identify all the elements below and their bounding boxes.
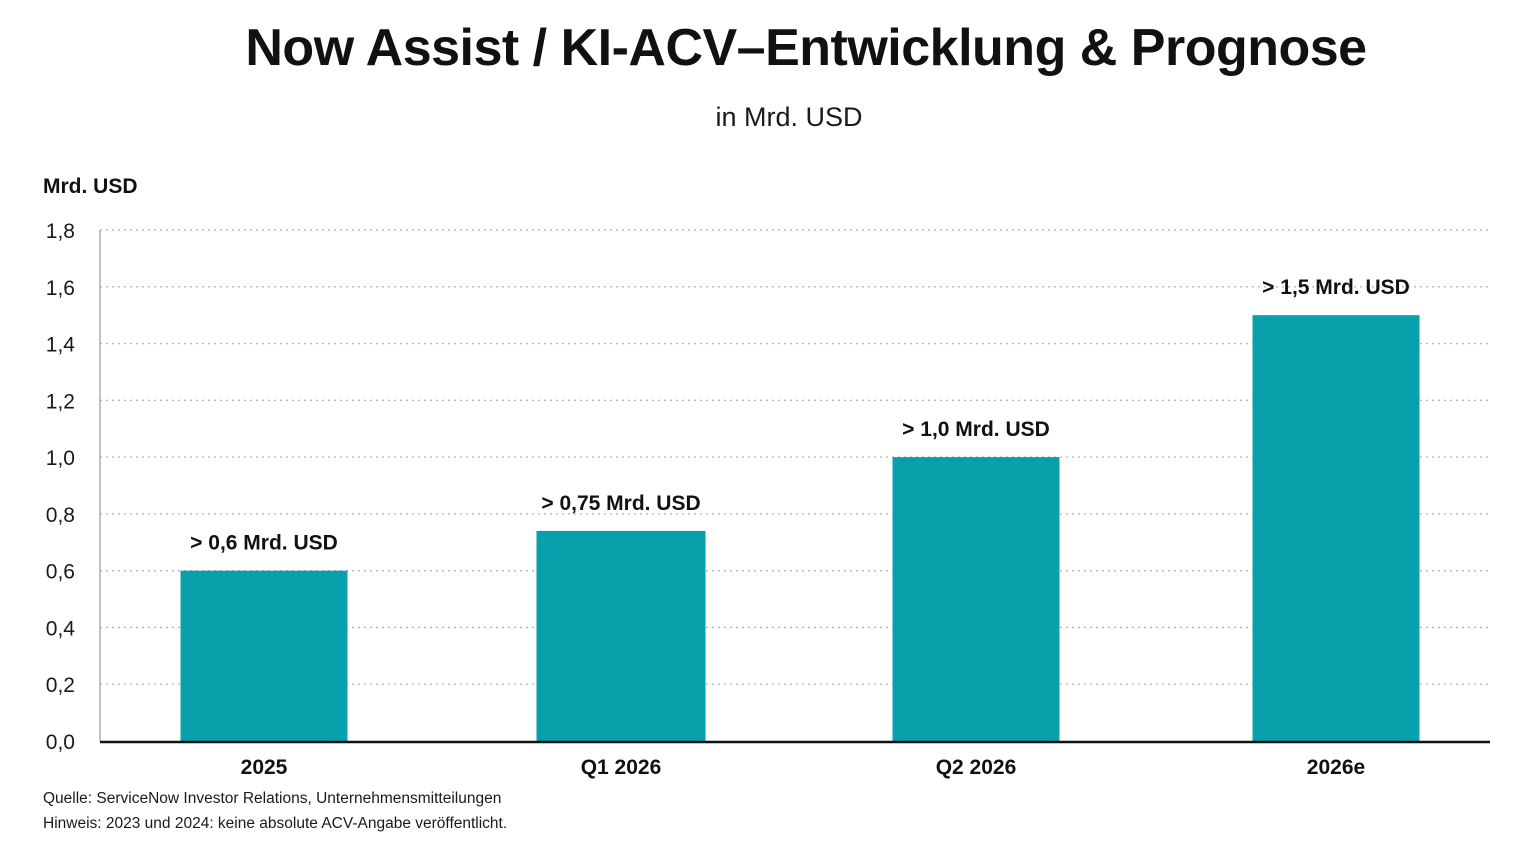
bar xyxy=(892,457,1060,741)
y-tick-label: 1,0 xyxy=(46,447,75,470)
y-axis-title: Mrd. USD xyxy=(43,175,138,198)
hint-note: Hinweis: 2023 und 2024: keine absolute A… xyxy=(43,815,508,832)
x-tick-label: 2026e xyxy=(1307,756,1365,779)
y-axis-ticks: 0,0 0,2 0,4 0,6 0,8 1,0 1,2 1,4 1,6 1,8 xyxy=(46,220,76,754)
y-tick-label: 0,2 xyxy=(46,674,75,697)
y-tick-label: 1,2 xyxy=(46,390,75,413)
bar-chart: Mrd. USD 0,00,20,40,60,81,01,21,41,61,8 … xyxy=(43,175,1490,779)
data-label: > 1,5 Mrd. USD xyxy=(1262,276,1410,299)
x-tick-label: Q1 2026 xyxy=(581,756,662,779)
data-label: > 0,6 Mrd. USD xyxy=(190,532,338,555)
bar xyxy=(180,570,348,741)
y-tick-label: 0,6 xyxy=(46,561,75,584)
chart-subtitle: in Mrd. USD xyxy=(715,102,863,132)
data-label: > 1,0 Mrd. USD xyxy=(902,418,1050,441)
source-note: Quelle: ServiceNow Investor Relations, U… xyxy=(43,790,502,807)
y-tick-label: 0,4 xyxy=(46,617,76,640)
x-tick-label: 2025 xyxy=(241,756,288,779)
y-tick-label: 1,4 xyxy=(46,334,76,357)
bar xyxy=(1252,315,1420,741)
bars xyxy=(180,315,1420,741)
y-tick-label: 1,8 xyxy=(46,220,75,243)
y-tick-label: 1,6 xyxy=(46,277,75,300)
data-labels: > 0,6 Mrd. USD > 0,75 Mrd. USD > 1,0 Mrd. … xyxy=(190,276,1410,555)
bar xyxy=(536,530,706,741)
y-tick-label: 0,0 xyxy=(46,731,75,754)
data-label: > 0,75 Mrd. USD xyxy=(541,492,700,515)
x-axis-ticks: 2025 Q1 2026 Q2 2026 2026e xyxy=(241,756,1366,779)
chart-title: Now Assist / KI-ACV–Entwicklung & Progno… xyxy=(245,19,1367,77)
y-tick-label: 0,8 xyxy=(46,504,75,527)
x-tick-label: Q2 2026 xyxy=(936,756,1017,779)
